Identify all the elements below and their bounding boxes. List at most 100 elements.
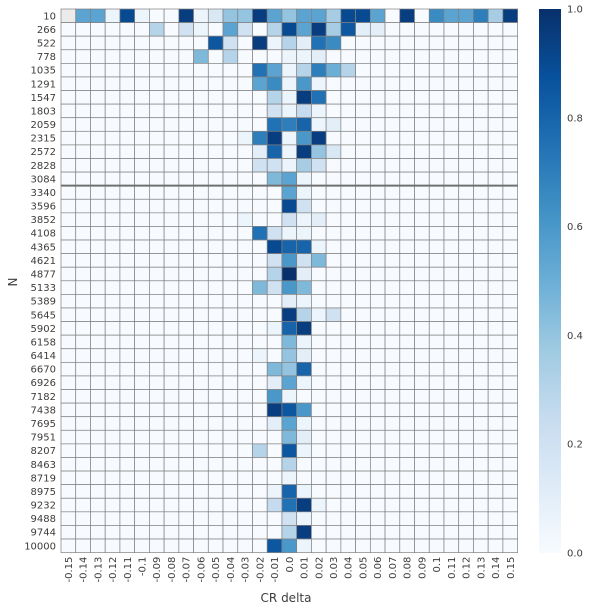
heatmap-cell (355, 103, 371, 119)
heatmap-cell (222, 212, 239, 227)
heatmap-cell (502, 117, 518, 132)
heatmap-cell (90, 484, 106, 499)
heatmap-cell (369, 212, 386, 227)
heatmap-cell (502, 63, 518, 78)
heatmap-cell (90, 63, 106, 78)
heatmap-cell (296, 361, 312, 377)
heatmap-cell (502, 171, 518, 187)
heatmap-cell (178, 76, 194, 91)
heatmap-cell (399, 226, 415, 241)
heatmap-cell (119, 443, 135, 458)
heatmap-cell (281, 266, 298, 282)
heatmap-cell (296, 198, 312, 214)
heatmap-cell (296, 307, 312, 322)
heatmap-cell (414, 470, 430, 485)
heatmap-cell (340, 266, 356, 282)
heatmap-cell (458, 266, 474, 282)
heatmap-cell (90, 470, 106, 485)
heatmap-cell (340, 212, 356, 227)
heatmap-cell (104, 90, 121, 105)
heatmap-cell (104, 144, 121, 159)
colorbar-tick-label: 0.4 (567, 331, 583, 342)
heatmap-cell (355, 266, 371, 282)
heatmap-cell (134, 253, 150, 268)
heatmap-cell (443, 49, 460, 64)
heatmap-cell (325, 457, 342, 472)
heatmap-cell (60, 294, 77, 309)
heatmap-cell (134, 361, 150, 377)
heatmap-cell (252, 416, 268, 431)
heatmap-cell (487, 321, 504, 336)
heatmap-cell (222, 117, 239, 132)
heatmap-cell (75, 8, 91, 23)
heatmap-cell (296, 226, 312, 241)
heatmap-cell (207, 8, 224, 23)
heatmap-cell (134, 49, 150, 64)
heatmap-cell (369, 239, 386, 254)
heatmap-cell (90, 117, 106, 132)
heatmap-cell (428, 484, 445, 499)
heatmap-cell (60, 511, 77, 526)
heatmap-cell (443, 375, 460, 390)
x-tick-label: -0.15 (64, 557, 75, 583)
heatmap-cell (384, 212, 401, 227)
heatmap-cell (384, 389, 401, 404)
heatmap-cell (369, 171, 386, 187)
heatmap-cell (502, 294, 518, 309)
heatmap-cell (311, 198, 327, 214)
heatmap-cell (163, 117, 180, 132)
heatmap-cell (369, 375, 386, 390)
heatmap-cell (222, 22, 239, 37)
heatmap-cell (311, 470, 327, 485)
heatmap-cell (369, 158, 386, 173)
heatmap-cell (443, 144, 460, 159)
heatmap-cell (281, 457, 298, 472)
x-tick-label: -0.08 (167, 557, 178, 583)
heatmap-cell (60, 361, 77, 377)
heatmap-cell (193, 538, 209, 553)
heatmap-cell (414, 538, 430, 553)
heatmap-cell (222, 321, 239, 336)
heatmap-cell (369, 470, 386, 485)
heatmap-cell (428, 294, 445, 309)
heatmap-cell (193, 103, 209, 119)
heatmap-cell (473, 389, 489, 404)
heatmap-cell (502, 307, 518, 322)
heatmap-cell (473, 470, 489, 485)
heatmap-cell (60, 198, 77, 214)
heatmap-cell (193, 49, 209, 64)
heatmap-cell (369, 334, 386, 350)
heatmap-cell (163, 103, 180, 119)
heatmap-cell (134, 198, 150, 214)
heatmap-cell (178, 375, 194, 390)
heatmap-cell (311, 22, 327, 37)
heatmap-cell (266, 334, 283, 350)
heatmap-cell (325, 22, 342, 37)
heatmap-cell (340, 8, 356, 23)
heatmap-cell (252, 130, 268, 146)
heatmap-cell (325, 389, 342, 404)
heatmap-cell (178, 525, 194, 540)
y-tick-label: 2059 (31, 120, 56, 131)
heatmap-cell (252, 239, 268, 254)
heatmap-cell (281, 239, 298, 254)
heatmap-cell (134, 76, 150, 91)
heatmap-cell (369, 429, 386, 445)
heatmap-cell (399, 266, 415, 282)
heatmap-cell (119, 470, 135, 485)
heatmap-cell (473, 239, 489, 254)
heatmap-cell (458, 538, 474, 553)
heatmap-cell (104, 63, 121, 78)
heatmap-cell (134, 321, 150, 336)
heatmap-cell (384, 497, 401, 513)
heatmap-cell (340, 63, 356, 78)
heatmap-cell (428, 375, 445, 390)
heatmap-cell (193, 429, 209, 445)
heatmap-cell (119, 294, 135, 309)
heatmap-cell (384, 35, 401, 51)
heatmap-cell (90, 49, 106, 64)
heatmap-cell (193, 226, 209, 241)
heatmap-cell (266, 103, 283, 119)
heatmap-cell (458, 35, 474, 51)
heatmap-cell (207, 307, 224, 322)
